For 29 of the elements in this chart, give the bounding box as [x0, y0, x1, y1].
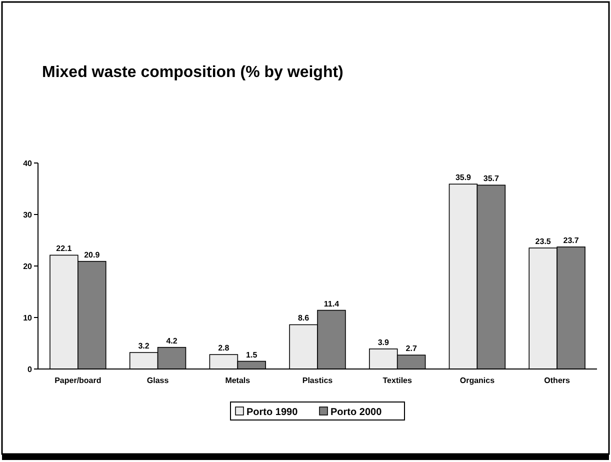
data-label: 2.8: [218, 344, 230, 353]
data-label: 23.7: [563, 236, 580, 245]
y-tick-label: 0: [28, 365, 33, 374]
data-label: 8.6: [298, 314, 310, 323]
data-label: 23.5: [535, 236, 552, 246]
x-tick-label: Paper/board: [54, 376, 102, 385]
y-tick-label: 20: [23, 262, 33, 271]
data-label: 11.4: [324, 299, 340, 308]
x-tick-label: Textiles: [382, 376, 413, 385]
y-tick-label: 10: [23, 314, 33, 322]
y-tick-label: 40: [23, 159, 33, 168]
data-label: 1.5: [246, 350, 258, 360]
y-tick-label: 30: [23, 210, 33, 220]
legend-label: Porto 1990: [246, 407, 298, 418]
x-tick-label: Metals: [225, 376, 251, 385]
data-label: 3.2: [138, 342, 150, 351]
x-tick-label: Organics: [460, 376, 496, 385]
data-label: 35.9: [455, 173, 472, 182]
data-label: 3.9: [378, 338, 390, 347]
data-label: 35.7: [483, 174, 500, 184]
legend-label: Porto 2000: [330, 407, 382, 418]
data-label: 4.2: [166, 336, 178, 346]
chart-title: Mixed waste composition (% by weight): [42, 64, 344, 81]
data-label: 22.1: [56, 244, 72, 254]
x-tick-label: Glass: [146, 376, 170, 385]
x-tick-label: Others: [544, 376, 571, 385]
x-tick-label: Plastics: [302, 376, 334, 385]
data-label: 2.7: [406, 344, 418, 354]
data-label: 20.9: [84, 250, 100, 260]
